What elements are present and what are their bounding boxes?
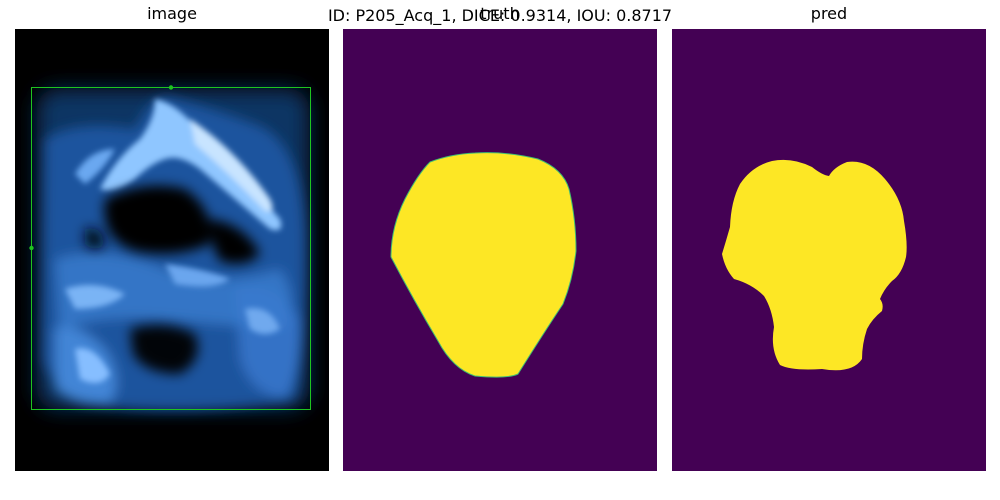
figure-suptitle: ID: P205_Acq_1, DICE: 0.9314, IOU: 0.871… bbox=[327, 6, 673, 25]
truth-panel bbox=[343, 29, 657, 471]
bbox-marker-top bbox=[168, 85, 174, 90]
panel-title-image: image bbox=[147, 4, 197, 23]
pred-panel bbox=[672, 29, 986, 471]
panel-title-pred: pred bbox=[810, 4, 848, 23]
image-panel bbox=[15, 29, 329, 471]
truth-mask bbox=[343, 29, 657, 471]
ultrasound-image bbox=[15, 29, 329, 471]
panel-title-truth: truth bbox=[480, 4, 520, 23]
pred-mask bbox=[672, 29, 986, 471]
bbox-marker-left bbox=[29, 245, 34, 251]
